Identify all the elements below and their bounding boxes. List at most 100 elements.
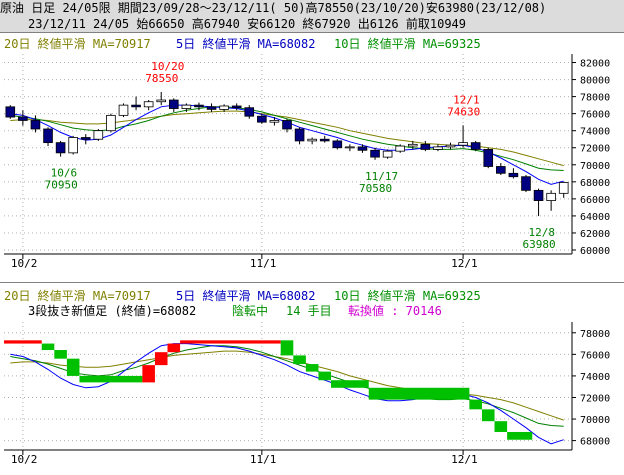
panel-divider xyxy=(0,282,624,283)
x-tick-label: 11/1 xyxy=(250,453,277,466)
candle-body xyxy=(80,137,91,140)
y-tick-label: 64000 xyxy=(580,212,610,223)
new-price-bar xyxy=(66,358,80,376)
x-tick-label: 11/1 xyxy=(250,257,277,270)
candle-body xyxy=(496,166,506,174)
annotation-date: 10/6 xyxy=(51,167,78,180)
new-price-bar xyxy=(54,350,67,359)
ma20-line xyxy=(10,350,564,421)
candle-body xyxy=(483,149,494,167)
candle-body xyxy=(395,145,406,152)
candle-body xyxy=(521,176,531,191)
kagi-state: 陰転中 xyxy=(232,304,269,318)
annotation-date: 11/17 xyxy=(365,170,398,183)
new-price-bar xyxy=(142,365,155,383)
annotation-value: 70580 xyxy=(359,182,392,195)
new-price-bar xyxy=(494,421,508,432)
candle-body xyxy=(194,104,204,108)
new-price-bar xyxy=(331,380,369,388)
candle-body xyxy=(319,138,330,142)
new-price-bar xyxy=(293,355,306,365)
y-tick-label: 70000 xyxy=(580,415,610,426)
annotation-value: 74630 xyxy=(447,105,480,118)
ma10-line xyxy=(10,345,564,427)
y-tick-label: 72000 xyxy=(580,393,610,404)
candle-body xyxy=(43,128,53,144)
candle-body xyxy=(219,105,229,110)
y-tick-label: 68000 xyxy=(580,178,610,189)
new-price-bar xyxy=(507,431,533,440)
ma5-line xyxy=(10,343,564,445)
candle-body xyxy=(282,120,292,130)
new-price-bar xyxy=(469,399,482,410)
candle-body xyxy=(294,128,305,142)
candle-body xyxy=(118,104,129,116)
candle-body xyxy=(106,114,116,132)
new-price-chart[interactable]: 78000 76000 74000 72000 70000 68000 10/2 11/1 12… xyxy=(0,318,624,473)
annotation-value: 70950 xyxy=(45,179,78,192)
legend-ma10-top: 10日 終値平滑 MA=69325 xyxy=(334,37,481,51)
candle-body xyxy=(206,106,217,110)
candle-body xyxy=(508,172,519,178)
legend-ma20-top: 20日 終値平滑 MA=70917 xyxy=(4,37,151,51)
candle-body xyxy=(546,192,556,201)
y-tick-label: 78000 xyxy=(580,93,610,104)
candle-body xyxy=(458,142,468,146)
candle-body xyxy=(156,99,167,103)
y-tick-label: 66000 xyxy=(580,195,610,206)
candle-body xyxy=(382,150,393,158)
candle-body xyxy=(131,104,141,108)
annotation-value: 78550 xyxy=(145,72,178,85)
y-tick-label: 62000 xyxy=(580,229,610,240)
kagi-count: 14 手目 xyxy=(286,304,332,318)
candle-body xyxy=(68,137,78,154)
y-tick-label: 72000 xyxy=(580,144,610,155)
y-tick-label: 60000 xyxy=(580,246,610,257)
y-tick-label: 82000 xyxy=(580,59,610,70)
header-divider xyxy=(0,32,624,33)
candle-body xyxy=(345,146,355,149)
new-price-bar xyxy=(154,352,168,366)
new-price-bar xyxy=(318,371,332,381)
annotation-date: 12/1 xyxy=(453,93,480,106)
candle-body xyxy=(433,146,443,150)
legend-ma20-bottom: 20日 終値平滑 MA=70917 xyxy=(4,289,151,303)
candle-body xyxy=(257,115,267,123)
x-tick-label: 10/2 xyxy=(11,453,38,466)
candle-body xyxy=(93,130,104,140)
candle-body xyxy=(244,107,255,117)
candle-body xyxy=(533,189,544,201)
x-tick-label: 10/2 xyxy=(11,257,38,270)
candle-body xyxy=(370,149,380,158)
candlestick-chart[interactable]: 82000 80000 78000 76000 74000 72000 70000 68000… xyxy=(0,50,624,280)
new-price-bar xyxy=(280,340,294,356)
annotation-value: 63980 xyxy=(523,238,556,251)
candle-body xyxy=(357,146,368,151)
candle-body xyxy=(269,120,280,123)
candle-body xyxy=(307,138,317,142)
new-price-bar xyxy=(79,375,143,383)
y-tick-label: 74000 xyxy=(580,127,610,138)
candle-body xyxy=(470,142,481,150)
chart-header-line2: 23/12/11 24/05 始66650 高67940 安66120 終679… xyxy=(0,16,624,32)
y-tick-label: 74000 xyxy=(580,372,610,383)
y-tick-label: 68000 xyxy=(580,437,610,448)
kagi-reversal: 転換値 : 70146 xyxy=(348,304,442,318)
candle-body xyxy=(231,105,242,109)
candle-body xyxy=(558,182,569,194)
legend-ma5-bottom: 5日 終値平滑 MA=68082 xyxy=(176,289,316,303)
chart-header-line1: 原油 日足 24/05限 期間23/09/28～23/12/11( 50)高78… xyxy=(0,0,624,16)
legend-ma5-top: 5日 終値平滑 MA=68082 xyxy=(176,37,316,51)
candle-body xyxy=(143,101,154,108)
annotation-date: 10/20 xyxy=(151,60,184,73)
candle-body xyxy=(181,104,192,109)
new-price-bar xyxy=(4,340,42,344)
new-price-bar xyxy=(368,387,470,400)
x-tick-label: 12/1 xyxy=(451,453,478,466)
y-tick-label: 76000 xyxy=(580,110,610,121)
new-price-bar xyxy=(41,343,55,351)
new-price-bar xyxy=(180,340,281,344)
kagi-title: 3段抜き新値足 (終値)=68082 xyxy=(28,304,197,318)
legend-ma10-bottom: 10日 終値平滑 MA=69325 xyxy=(334,289,481,303)
candle-body xyxy=(445,144,456,148)
